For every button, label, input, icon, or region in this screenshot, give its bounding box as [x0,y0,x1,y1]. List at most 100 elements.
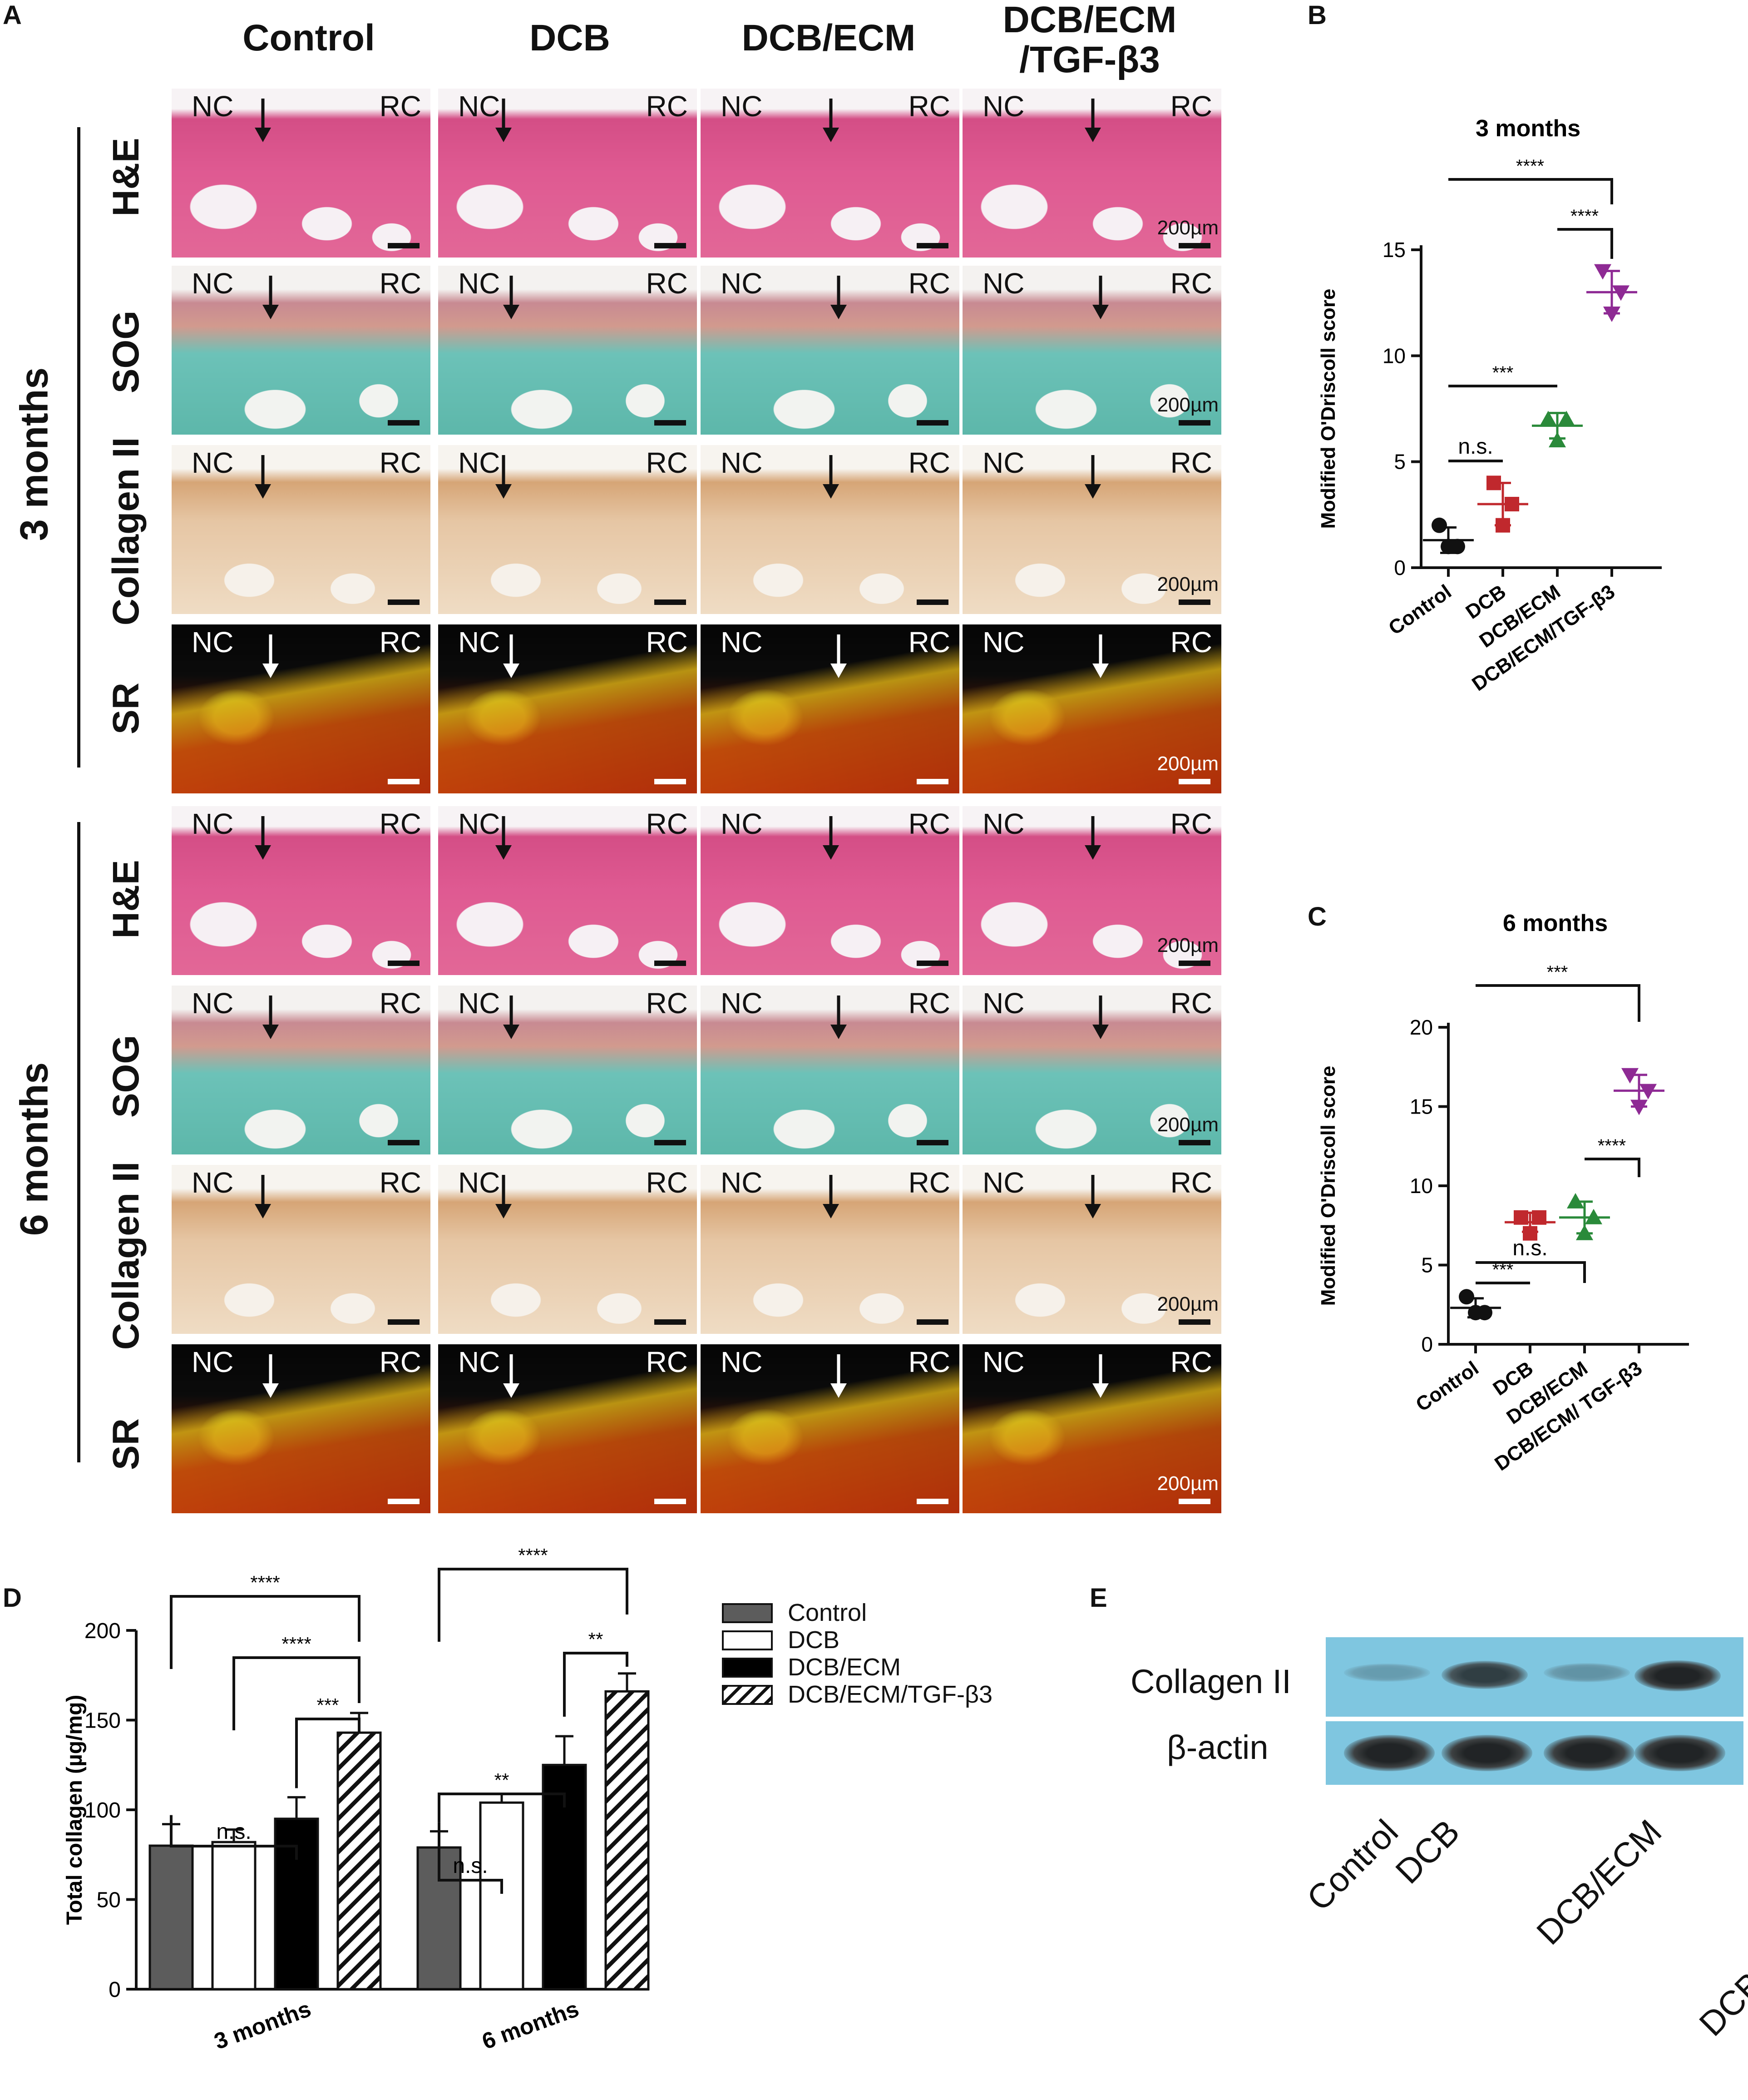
histology-tile: NC RC [701,89,959,258]
y-tick-label: 15 [1410,1095,1433,1119]
x-tick-label: Control [1412,1357,1483,1416]
scale-bar [654,599,686,605]
data-point [1540,411,1557,426]
row-label-sog-6m: SOG [105,1035,147,1118]
significance-bracket [170,1815,298,1860]
histology-tile: NC RC [172,1165,430,1334]
tile-label-rc: RC [646,90,688,123]
significance-bracket [1557,228,1613,259]
tile-label-nc: NC [983,267,1025,300]
column-header-dcb-ecm: DCB/ECM [741,17,916,59]
column-header-dcb: DCB [529,17,610,59]
column-header-dcb-ecm-tgf: DCB/ECM /TGF-β3 [1002,0,1177,80]
y-tick-label: 5 [1394,450,1406,474]
histology-tile: NC RC 200µm [963,89,1221,258]
group-bracket-6-months [77,822,80,1462]
tile-label-nc: NC [458,807,500,840]
significance-bracket [1585,1158,1640,1177]
legend-label-control: Control [788,1599,867,1626]
tile-label-nc: NC [721,1346,763,1378]
significance-label: ** [588,1629,603,1650]
blot-band [1442,1661,1528,1689]
tile-label-nc: NC [983,90,1025,123]
scale-bar [917,599,948,605]
tile-label-nc: NC [721,626,763,659]
blot-lane-label-dcb-ecm: DCB/ECM [1529,1812,1669,1952]
arrow-down-icon [1092,996,1109,1039]
scale-bar-label: 200µm [1157,1114,1219,1136]
tile-label-nc: NC [983,1346,1025,1378]
scale-bar-label: 200µm [1157,753,1219,775]
group-bracket-3-months [77,127,80,768]
group-label-3-months: 3 months [12,367,56,541]
tile-label-rc: RC [908,267,950,300]
chart-title: 3 months [1476,115,1580,142]
arrow-down-icon [823,1175,839,1218]
arrow-down-icon [262,276,279,319]
scale-bar [654,420,686,426]
x-tick-label: 6 months [479,1996,582,2055]
y-tick-label: 5 [1421,1253,1433,1277]
tile-label-rc: RC [646,987,688,1020]
significance-label: n.s. [1512,1236,1547,1260]
scale-bar [917,961,948,966]
scale-bar [654,1499,686,1504]
tile-label-rc: RC [1170,267,1212,300]
row-label-sog-3m: SOG [105,310,147,394]
y-tick-label: 0 [1394,556,1406,579]
data-point [1567,1193,1584,1208]
panel-letter-c: C [1308,902,1327,931]
tile-label-rc: RC [379,807,421,840]
y-axis-label: Total collagen (µg/mg) [63,1695,87,1925]
bar [336,1731,382,1991]
tile-label-nc: NC [983,807,1025,840]
y-tick-label: 200 [84,1619,121,1643]
arrow-down-icon [262,996,279,1039]
arrow-down-icon [255,455,271,499]
arrow-down-icon [495,816,512,860]
tile-label-rc: RC [646,807,688,840]
tile-label-rc: RC [379,1346,421,1378]
histology-tile: NC RC [172,445,430,614]
blot-label-collagen-ii: Collagen II [1131,1663,1291,1700]
significance-bracket [563,1652,628,1717]
tile-label-nc: NC [721,267,763,300]
arrow-down-icon [1085,455,1101,499]
tile-label-rc: RC [646,1346,688,1378]
histology-tile: NC RC [701,445,959,614]
legend-swatch-dcb-ecm [722,1658,773,1678]
tile-label-nc: NC [458,1346,500,1378]
arrow-down-icon [823,816,839,860]
x-tick-label: Control [1385,580,1456,639]
histology-tile: NC RC [701,1344,959,1513]
blot-band [1344,1735,1435,1771]
scale-bar-label: 200µm [1157,1293,1219,1315]
y-tick-label: 50 [97,1888,121,1912]
arrow-down-icon [262,1354,279,1398]
tile-label-rc: RC [908,1166,950,1199]
histology-tile: NC RC [701,986,959,1154]
tile-label-rc: RC [908,987,950,1020]
scale-bar [1179,1140,1210,1145]
scale-bar [1179,1319,1210,1325]
blot-lane-label-dcb: DCB [1388,1812,1467,1892]
bar [148,1844,194,1991]
significance-label: **** [281,1633,311,1654]
legend-swatch-dcb [722,1630,773,1650]
blot-band [1544,1663,1630,1682]
row-label-sr-3m: SR [105,683,147,734]
scale-bar [388,1319,420,1325]
significance-label: *** [1547,962,1568,982]
scale-bar [1179,1499,1210,1504]
significance-bracket [170,1595,360,1669]
significance-bracket [438,1822,503,1894]
significance-label: *** [1492,363,1514,383]
y-axis-label: Modified O'Driscoll score [1317,289,1339,529]
histology-tile: NC RC [172,986,430,1154]
histology-tile: NC RC [438,806,697,975]
scale-bar-label: 200µm [1157,934,1219,956]
arrow-down-icon [495,99,512,142]
tile-label-nc: NC [192,807,234,840]
significance-label: ** [494,1769,509,1791]
legend-label-dcb-ecm-tgf: DCB/ECM/TGF-β3 [788,1681,993,1708]
